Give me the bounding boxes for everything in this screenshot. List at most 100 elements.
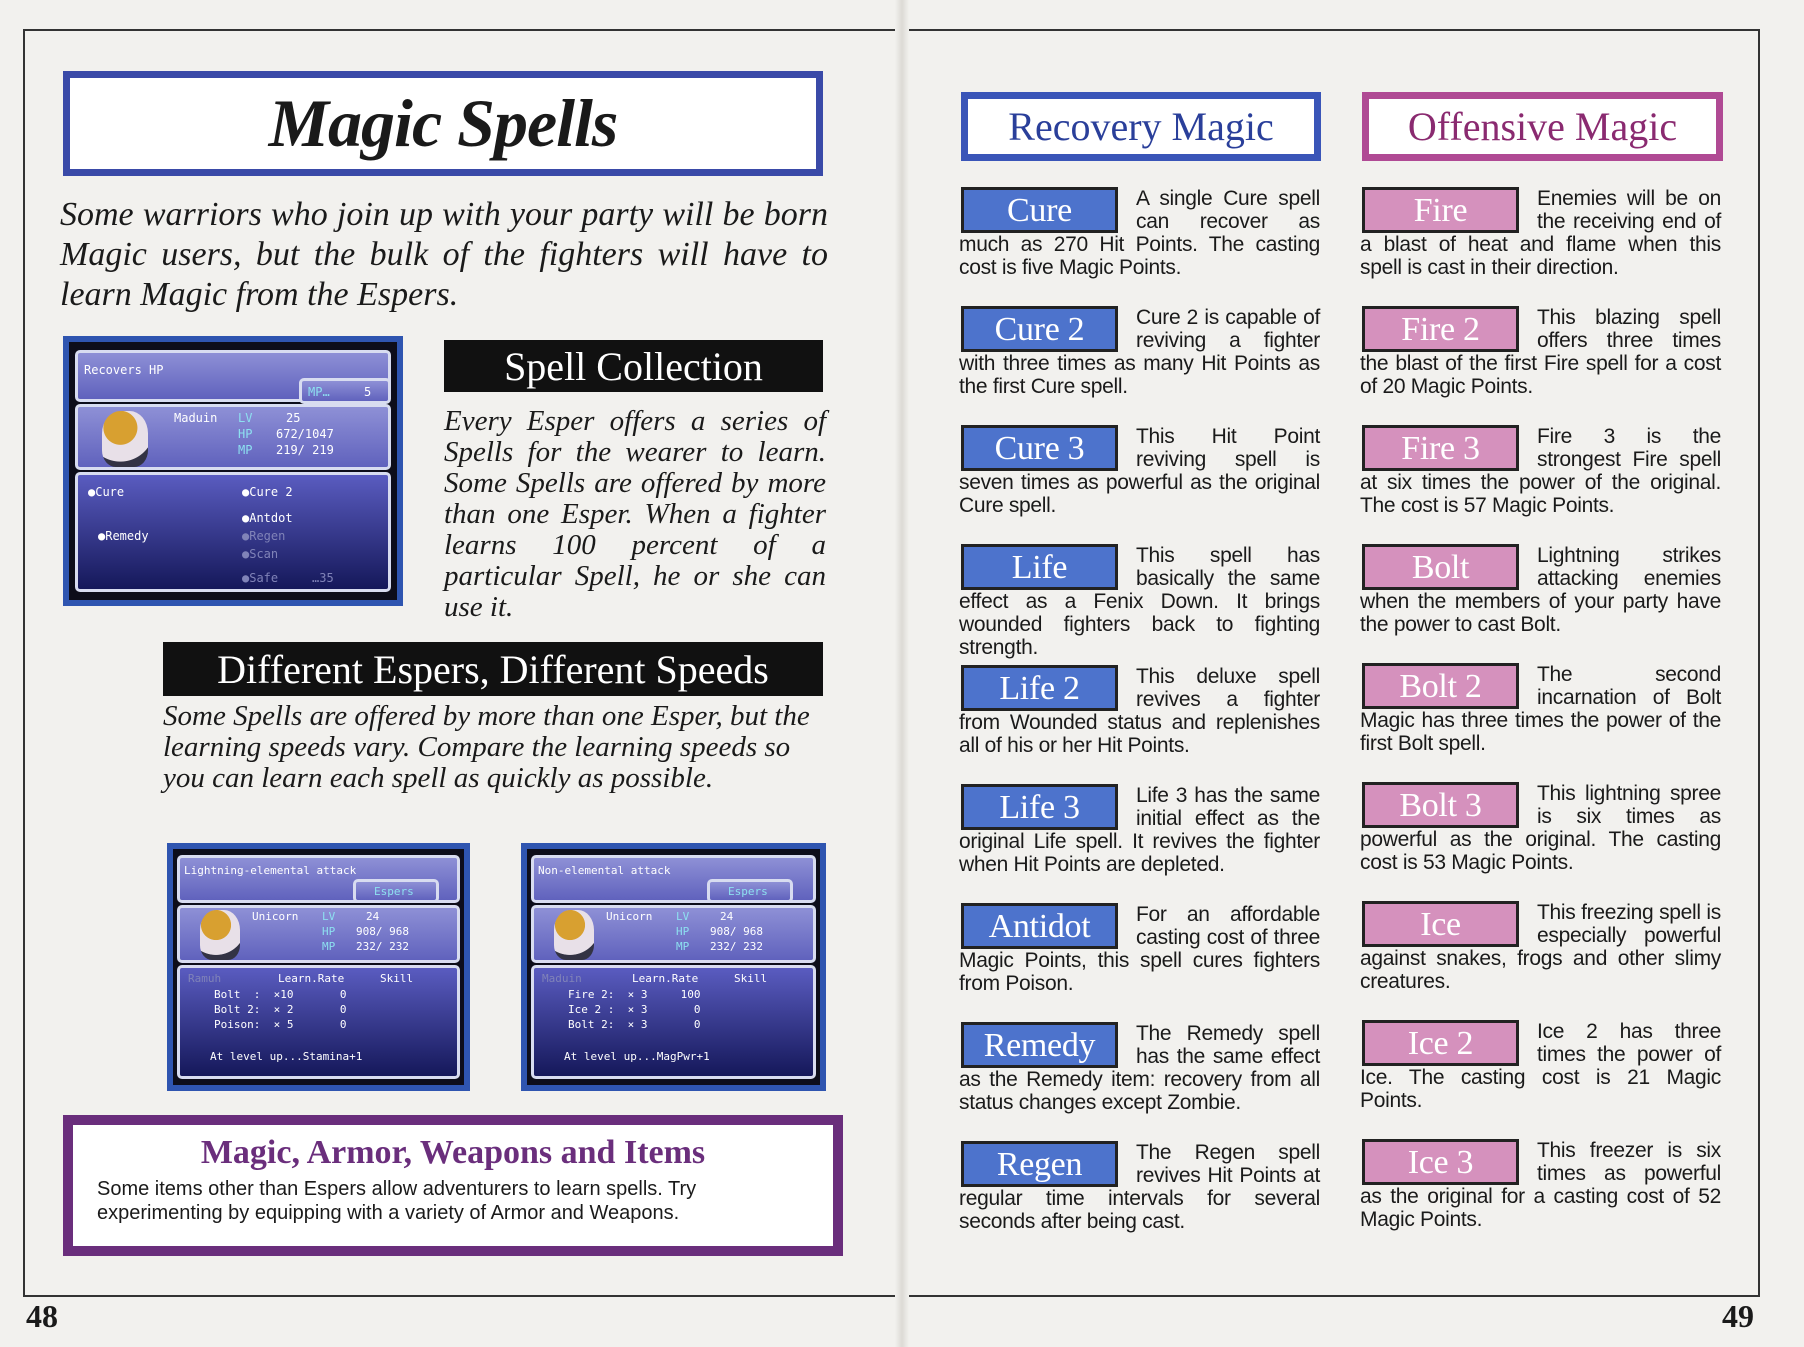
esper-label: Ramuh (188, 972, 222, 985)
hp-value: 908/ 968 (356, 925, 409, 938)
spell-entry: Fire Enemies will be on the receiving end… (1360, 187, 1721, 306)
spell-description: Enemies will be on the receiving end of … (1360, 187, 1721, 279)
spell-item[interactable]: ●Remedy (98, 529, 149, 543)
spell-entry: Ice 2 Ice 2 has three times the power of … (1360, 1020, 1721, 1139)
mp-label: MP (322, 940, 336, 953)
offensive-magic-list: Fire Enemies will be on the receiving end… (1360, 187, 1721, 1258)
mp-label: MP (238, 443, 253, 457)
mp-cost: 5 (364, 385, 372, 399)
sidebar-text: Some items other than Espers allow adven… (97, 1178, 697, 1224)
spell-entry: Remedy The Remedy spell has the same effe… (959, 1022, 1320, 1141)
game-screenshot-esper-unicorn-bolt: Lightning-elemental attack Espers Unicor… (167, 843, 470, 1091)
spell-description: This Hit Point reviving spell is seven t… (959, 425, 1320, 517)
recovery-magic-heading: Recovery Magic (961, 92, 1321, 161)
page-number-left: 48 (26, 1298, 58, 1334)
spell-description: Ice 2 has three times the power of Ice. … (1360, 1020, 1721, 1112)
mp-label: MP (676, 940, 690, 953)
column-header: Learn.Rate (278, 972, 345, 985)
spell-entry: Fire 3 Fire 3 is the strongest Fire spell… (1360, 425, 1721, 544)
spell-description: Recovers HP (84, 363, 164, 377)
spell-description: Life 3 has the same initial effect as th… (959, 784, 1320, 876)
character-portrait (554, 910, 594, 960)
espers-tab[interactable]: Espers (728, 885, 768, 898)
esper-label: Maduin (542, 972, 582, 985)
spell-description: This blazing spell offers three times th… (1360, 306, 1721, 398)
spell-name-label: Bolt 2 (1362, 663, 1519, 709)
esper-name: Unicorn (252, 910, 299, 923)
spell-entry: Antidot For an affordable casting cost of… (959, 903, 1320, 1022)
spell-entry: Cure 3 This Hit Point reviving spell is s… (959, 425, 1320, 544)
character-portrait (102, 411, 148, 467)
spell-item[interactable]: ●Regen (242, 529, 286, 543)
spell-entry: Bolt Lightning strikes attacking enemies … (1360, 544, 1721, 663)
column-header: Learn.Rate (632, 972, 699, 985)
spell-collection-text: Every Esper offers a series of Spells fo… (444, 405, 826, 623)
mp-value: 232/ 232 (710, 940, 763, 953)
spell-description: This freezing spell is especially powerf… (1360, 901, 1721, 993)
learn-row: Bolt : ×10 0 (214, 988, 347, 1001)
spell-item[interactable]: ●Safe (242, 571, 279, 585)
lv-label: LV (238, 411, 253, 425)
spell-collection-heading: Spell Collection (444, 340, 823, 392)
lv-label: LV (676, 910, 690, 923)
attack-description: Lightning-elemental attack (184, 864, 357, 877)
attack-description: Non-elemental attack (538, 864, 671, 877)
spell-item[interactable]: ●Scan (242, 547, 279, 561)
page-title-box: Magic Spells (63, 71, 823, 176)
spell-description: For an affordable casting cost of three … (959, 903, 1320, 995)
spell-name-label: Antidot (961, 903, 1118, 949)
offensive-magic-heading: Offensive Magic (1362, 92, 1723, 161)
spell-name-label: Ice (1362, 901, 1519, 947)
column-header: Skill (734, 972, 768, 985)
lv-value: 25 (286, 411, 301, 425)
character-portrait (200, 910, 240, 960)
mp-cost-label: MP… (308, 385, 330, 399)
hp-label: HP (238, 427, 253, 441)
spell-item[interactable]: ●Antdot (242, 511, 293, 525)
different-speeds-text: Some Spells are offered by more than one… (163, 700, 810, 794)
hp-value: 908/ 968 (710, 925, 763, 938)
lv-value: 24 (720, 910, 734, 923)
level-up-bonus: At level up...Stamina+1 (210, 1050, 363, 1063)
spell-name-label: Bolt (1362, 544, 1519, 590)
spell-description: Cure 2 is capable of reviving a fighter … (959, 306, 1320, 398)
spell-description: Fire 3 is the strongest Fire spell at si… (1360, 425, 1721, 517)
spell-entry: Ice 3 This freezer is six times as powerf… (1360, 1139, 1721, 1258)
esper-name: Unicorn (606, 910, 653, 923)
game-screenshot-esper-unicorn-fire: Non-elemental attack Espers Unicorn LV 24… (521, 843, 826, 1091)
spell-entry: Cure A single Cure spell can recover as m… (959, 187, 1320, 306)
book-spine (895, 0, 909, 1347)
learn-row: Ice 2 : × 3 0 (568, 1003, 701, 1016)
spell-name-label: Fire 2 (1362, 306, 1519, 352)
spell-name-label: Remedy (961, 1022, 1118, 1068)
level-up-bonus: At level up...MagPwr+1 (564, 1050, 710, 1063)
different-speeds-heading: Different Espers, Different Speeds (163, 642, 823, 696)
intro-text: Some warriors who join up with your part… (60, 196, 828, 313)
column-header: Skill (380, 972, 414, 985)
spell-entry: Fire 2 This blazing spell offers three ti… (1360, 306, 1721, 425)
spell-description: The second incarnation of Bolt Magic has… (1360, 663, 1721, 755)
sidebar-heading: Magic, Armor, Weapons and Items (200, 1134, 706, 1171)
espers-tab[interactable]: Espers (374, 885, 414, 898)
spell-entry: Cure 2 Cure 2 is capable of reviving a fi… (959, 306, 1320, 425)
spell-name-label: Cure 3 (961, 425, 1118, 471)
spell-item[interactable]: ●Cure (88, 485, 125, 499)
hp-label: HP (676, 925, 690, 938)
spell-entry: Ice This freezing spell is especially pow… (1360, 901, 1721, 1020)
learn-row: Fire 2: × 3 100 (568, 988, 701, 1001)
spell-name-label: Regen (961, 1141, 1118, 1187)
mp-value: 232/ 232 (356, 940, 409, 953)
spell-description: The Remedy spell has the same effect as … (959, 1022, 1320, 1114)
spell-name-label: Ice 3 (1362, 1139, 1519, 1185)
hp-value: 672/1047 (276, 427, 334, 441)
spell-item[interactable]: ●Cure 2 (242, 485, 293, 499)
spell-description: This freezer is six times as powerful as… (1360, 1139, 1721, 1231)
hp-label: HP (322, 925, 336, 938)
spell-name-label: Cure (961, 187, 1118, 233)
spell-name-label: Fire 3 (1362, 425, 1519, 471)
spell-name-label: Fire (1362, 187, 1519, 233)
spell-name-label: Cure 2 (961, 306, 1118, 352)
game-screenshot-spell-menu: Recovers HP MP… 5 Maduin LV 25 HP 672/1047 … (63, 336, 403, 606)
spell-entry: Bolt 3 This lightning spree is six times … (1360, 782, 1721, 901)
page-title: Magic Spells (268, 85, 619, 161)
